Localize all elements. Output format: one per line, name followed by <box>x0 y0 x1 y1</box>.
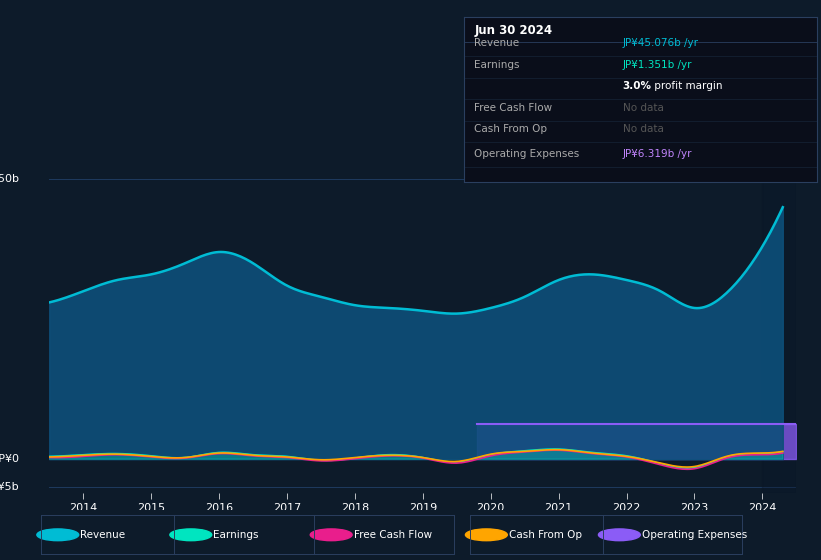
Text: Free Cash Flow: Free Cash Flow <box>475 102 553 113</box>
Circle shape <box>466 529 507 541</box>
Text: profit margin: profit margin <box>651 81 722 91</box>
Bar <box>763 168 796 493</box>
Circle shape <box>599 529 640 541</box>
Text: Operating Expenses: Operating Expenses <box>642 530 747 540</box>
Text: JP¥6.319b /yr: JP¥6.319b /yr <box>622 149 692 159</box>
Text: No data: No data <box>622 102 663 113</box>
Text: 3.0%: 3.0% <box>622 81 652 91</box>
Text: JP¥50b: JP¥50b <box>0 174 20 184</box>
Text: No data: No data <box>622 124 663 134</box>
Text: Cash From Op: Cash From Op <box>475 124 548 134</box>
Text: JP¥1.351b /yr: JP¥1.351b /yr <box>622 60 692 69</box>
Text: Free Cash Flow: Free Cash Flow <box>354 530 432 540</box>
Text: Jun 30 2024: Jun 30 2024 <box>475 24 553 36</box>
Text: -JP¥5b: -JP¥5b <box>0 482 20 492</box>
Text: Revenue: Revenue <box>80 530 126 540</box>
Text: Earnings: Earnings <box>475 60 520 69</box>
Text: JP¥45.076b /yr: JP¥45.076b /yr <box>622 38 699 48</box>
Text: Earnings: Earnings <box>213 530 259 540</box>
Circle shape <box>37 529 79 541</box>
Text: Operating Expenses: Operating Expenses <box>475 149 580 159</box>
Text: Revenue: Revenue <box>475 38 520 48</box>
Text: Cash From Op: Cash From Op <box>509 530 582 540</box>
Text: JP¥0: JP¥0 <box>0 454 20 464</box>
Circle shape <box>170 529 212 541</box>
Circle shape <box>310 529 352 541</box>
